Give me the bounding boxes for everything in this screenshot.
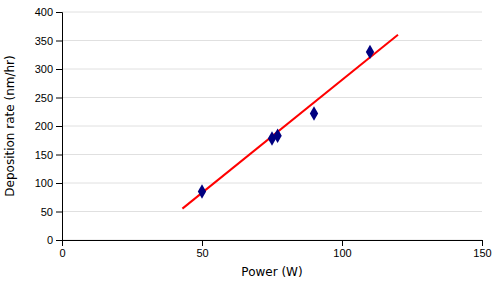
- tick-mark: [342, 240, 343, 246]
- tick-label: 50: [41, 206, 53, 218]
- tick-mark: [56, 240, 62, 241]
- tick-label: 150: [35, 149, 53, 161]
- tick-mark: [56, 69, 62, 70]
- tick: 100: [333, 240, 351, 259]
- axis-line: [63, 241, 483, 247]
- tick: 150: [35, 149, 62, 161]
- tick: 400: [35, 6, 62, 18]
- tick-label: 100: [35, 177, 53, 189]
- grid-line: [62, 12, 482, 13]
- y-axis-title: Deposition rate (nm/hr): [3, 55, 17, 196]
- tick: 50: [41, 206, 62, 218]
- tick-mark: [56, 12, 62, 13]
- tick-mark: [56, 212, 62, 213]
- tick-mark: [482, 240, 483, 246]
- tick: 0: [59, 240, 65, 259]
- tick: 200: [35, 120, 62, 132]
- tick-label: 400: [35, 6, 53, 18]
- grid-line: [62, 183, 482, 184]
- tick: 50: [196, 240, 208, 259]
- marks: [182, 35, 398, 209]
- tick: 300: [35, 63, 62, 75]
- tick-label: 50: [196, 247, 208, 259]
- point: [366, 45, 374, 59]
- grid: [62, 12, 482, 240]
- tick-label: 150: [473, 247, 491, 259]
- tick-label: 350: [35, 35, 53, 47]
- tick-label: 0: [47, 234, 53, 246]
- point: [198, 184, 206, 198]
- tick: 250: [35, 92, 62, 104]
- point: [310, 106, 318, 120]
- tick-mark: [56, 41, 62, 42]
- grid-line: [62, 154, 482, 155]
- point: [273, 128, 281, 142]
- trend-line: [182, 35, 398, 209]
- grid-line: [62, 97, 482, 98]
- tick-mark: [56, 126, 62, 127]
- tick: 350: [35, 35, 62, 47]
- tick-label: 300: [35, 63, 53, 75]
- tick-mark: [202, 240, 203, 246]
- tick-mark: [56, 155, 62, 156]
- grid-line: [62, 69, 482, 70]
- tick-label: 100: [333, 247, 351, 259]
- chart: 0 50 100 150 0 50 100 150 200 250 300 350 400 Power (…: [0, 0, 500, 284]
- grid-line: [62, 211, 482, 212]
- axis-line: [56, 13, 63, 241]
- tick-mark: [56, 98, 62, 99]
- tick-label: 200: [35, 120, 53, 132]
- grid-line: [62, 126, 482, 127]
- tick-mark: [56, 183, 62, 184]
- tick: 0: [47, 234, 62, 246]
- tick: 150: [473, 240, 491, 259]
- x-axis: 0 50 100 150: [59, 240, 491, 259]
- tick-label: 0: [59, 247, 65, 259]
- x-axis-title: Power (W): [241, 265, 302, 279]
- tick-label: 250: [35, 92, 53, 104]
- plot: 0 50 100 150 0 50 100 150 200 250 300 350 400: [35, 6, 492, 259]
- y-axis: 0 50 100 150 200 250 300 350 400: [35, 6, 63, 246]
- tick: 100: [35, 177, 62, 189]
- grid-line: [62, 40, 482, 41]
